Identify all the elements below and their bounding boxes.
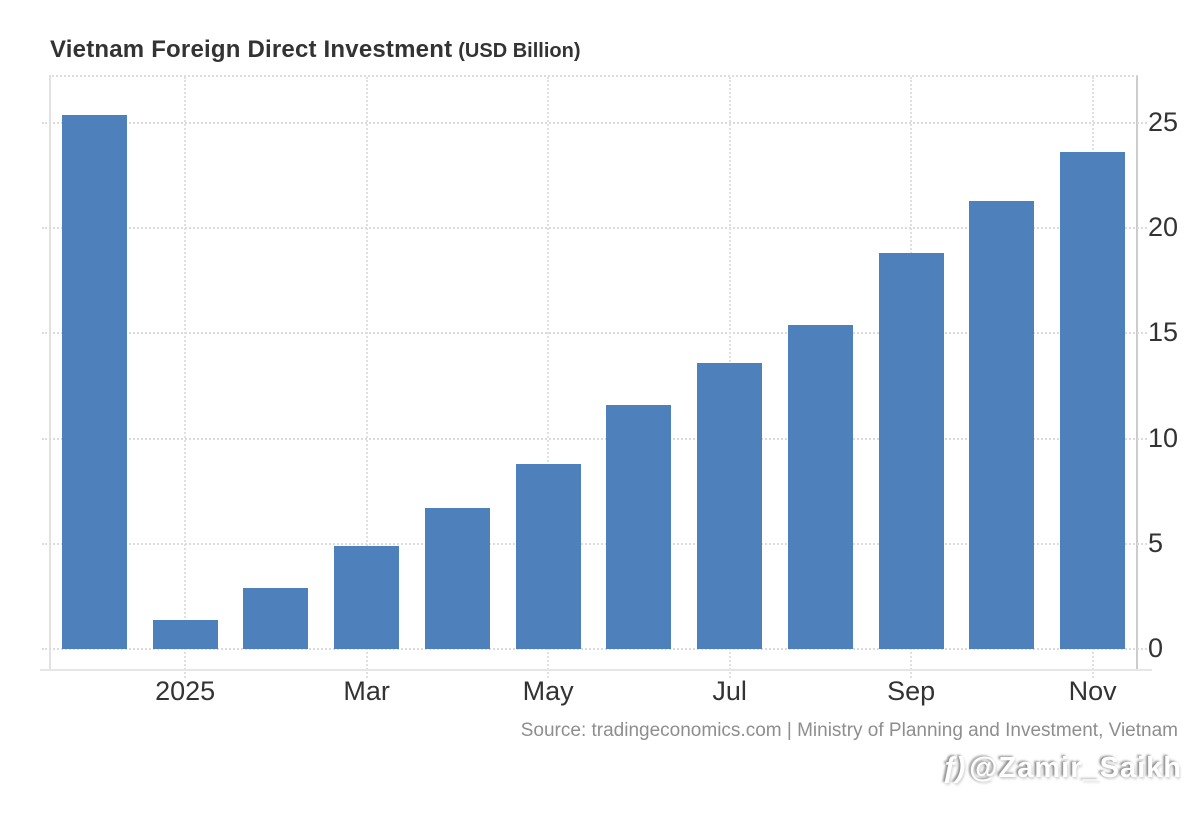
bar-jan-2025 (152, 620, 218, 649)
watermark-handle: @Zamir_Saikh (969, 752, 1182, 784)
y-tick-label-5: 5 (1148, 527, 1164, 558)
bar-may-2025 (515, 464, 581, 649)
bar-nov-2025 (1060, 152, 1126, 649)
chart-subtitle: (USD Billion) (458, 40, 581, 62)
chart-title: Vietnam Foreign Direct Investment (50, 36, 453, 63)
y-gridline-15 (42, 332, 1147, 335)
bar-jun-2025 (606, 405, 672, 649)
bar-apr-2025 (424, 508, 490, 649)
y-tick-label-25: 25 (1148, 107, 1179, 137)
y-gridline-25 (42, 122, 1147, 124)
bar-feb-2025 (243, 588, 309, 649)
y-tick-label-20: 20 (1148, 212, 1179, 243)
x-tick-label-may: May (522, 676, 574, 706)
bar-jul-2025 (697, 363, 763, 649)
x-tick-label-nov: Nov (1068, 676, 1117, 706)
plot-area (42, 75, 1147, 678)
bar-sep-2025 (878, 253, 944, 649)
x-gridline (184, 77, 187, 678)
bar-dec-2024 (61, 115, 127, 649)
bar-oct-2025 (969, 201, 1035, 649)
source-caption: Source: tradingeconomics.com | Ministry … (520, 720, 1178, 741)
x-axis-line (40, 669, 1152, 671)
y-tick-label-0: 0 (1148, 633, 1164, 663)
y-gridline-0 (42, 648, 1147, 650)
y-tick-label-15: 15 (1148, 317, 1179, 348)
y-tick-label-10: 10 (1148, 422, 1179, 453)
chart-header: Vietnam Foreign Direct Investment (USD Bi… (50, 36, 580, 64)
watermark: ƒ) @Zamir_Saikh (941, 752, 1182, 785)
bar-mar-2025 (334, 546, 400, 649)
x-tick-label-mar: Mar (343, 676, 390, 706)
x-tick-label-jul: Jul (712, 676, 747, 706)
x-gridline (547, 77, 550, 678)
x-tick-label-2025: 2025 (155, 676, 216, 706)
y-gridline-20 (42, 227, 1147, 230)
bar-aug-2025 (787, 325, 853, 649)
y-gridline-5 (42, 542, 1147, 545)
x-gridline (365, 77, 368, 678)
y-gridline-10 (42, 437, 1147, 440)
x-tick-label-sep: Sep (887, 676, 936, 706)
watermark-logo-icon: ƒ) (941, 752, 965, 784)
